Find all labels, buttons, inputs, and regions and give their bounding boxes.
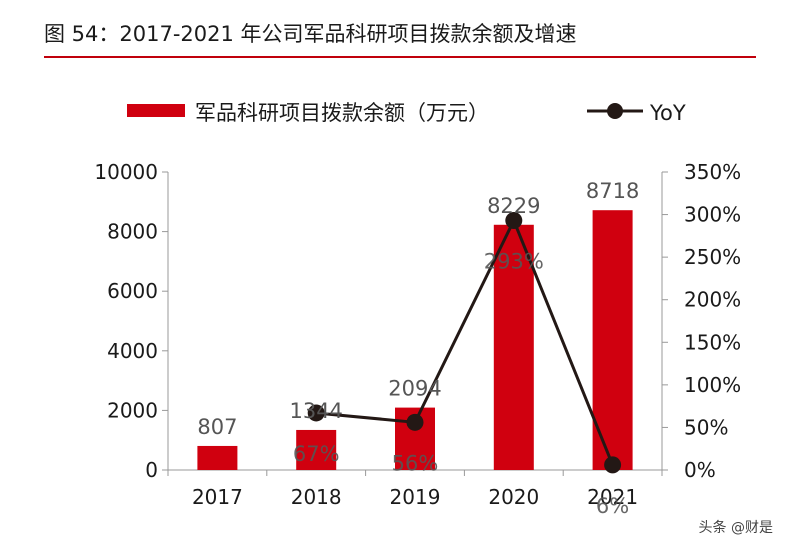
bar-value-label: 2094 <box>388 377 441 401</box>
bar-2021 <box>592 210 633 470</box>
bar-value-label: 8718 <box>586 179 639 203</box>
right-tick-label: 100% <box>684 373 741 397</box>
right-tick-label: 150% <box>684 330 741 354</box>
right-tick-label: 250% <box>684 245 741 269</box>
yoy-polyline <box>316 216 614 466</box>
left-tick-label: 0 <box>145 458 158 482</box>
yoy-value-label: 6% <box>596 494 629 518</box>
x-tick-label: 2017 <box>192 485 243 509</box>
right-tick-label: 300% <box>684 203 741 227</box>
x-tick-label: 2018 <box>291 485 342 509</box>
chart-title: 图 54：2017-2021 年公司军品科研项目拨款余额及增速 <box>44 22 577 46</box>
axes: 0 2000 4000 6000 8000 10000 0% 50% 100% 150% 200% 2… <box>94 160 741 509</box>
bar-2020 <box>493 224 534 470</box>
right-tick-label: 350% <box>684 160 741 184</box>
left-tick-label: 6000 <box>107 279 158 303</box>
yoy-value-label: 67% <box>293 442 340 466</box>
watermark: 头条 @财是 <box>698 520 773 536</box>
yoy-line <box>307 212 622 474</box>
left-tick-label: 8000 <box>107 220 158 244</box>
legend-label-yoy: YoY <box>649 101 686 125</box>
right-tick-label: 200% <box>684 288 741 312</box>
bar-2018 <box>296 429 337 470</box>
left-tick-label: 2000 <box>107 398 158 422</box>
x-tick-label: 2019 <box>390 485 441 509</box>
yoy-point-2019 <box>406 413 424 431</box>
title-divider <box>44 56 756 58</box>
legend-swatch-bar <box>127 104 185 117</box>
bars <box>197 210 633 470</box>
right-tick-label: 0% <box>684 458 716 482</box>
legend-marker-yoy <box>607 103 623 119</box>
bar-value-label: 807 <box>197 415 237 439</box>
yoy-point-2021 <box>604 456 622 474</box>
x-tick-label: 2021 <box>587 485 638 509</box>
yoy-value-label: 293% <box>484 250 544 274</box>
legend-label-bar: 军品科研项目拨款余额（万元） <box>195 101 489 125</box>
right-tick-label: 50% <box>684 415 728 439</box>
yoy-point-2020 <box>505 212 523 230</box>
left-tick-label: 10000 <box>94 160 158 184</box>
bar-value-label: 1344 <box>289 399 342 423</box>
bar-value-label: 8229 <box>487 194 540 218</box>
data-labels: 807 1344 2094 8229 8718 67% 56% 293% 6% <box>197 179 639 518</box>
legend: 军品科研项目拨款余额（万元） YoY <box>127 101 686 125</box>
left-tick-label: 4000 <box>107 339 158 363</box>
yoy-value-label: 56% <box>392 451 439 475</box>
bar-2017 <box>197 445 238 470</box>
yoy-point-2018 <box>307 404 325 422</box>
x-tick-label: 2020 <box>488 485 539 509</box>
